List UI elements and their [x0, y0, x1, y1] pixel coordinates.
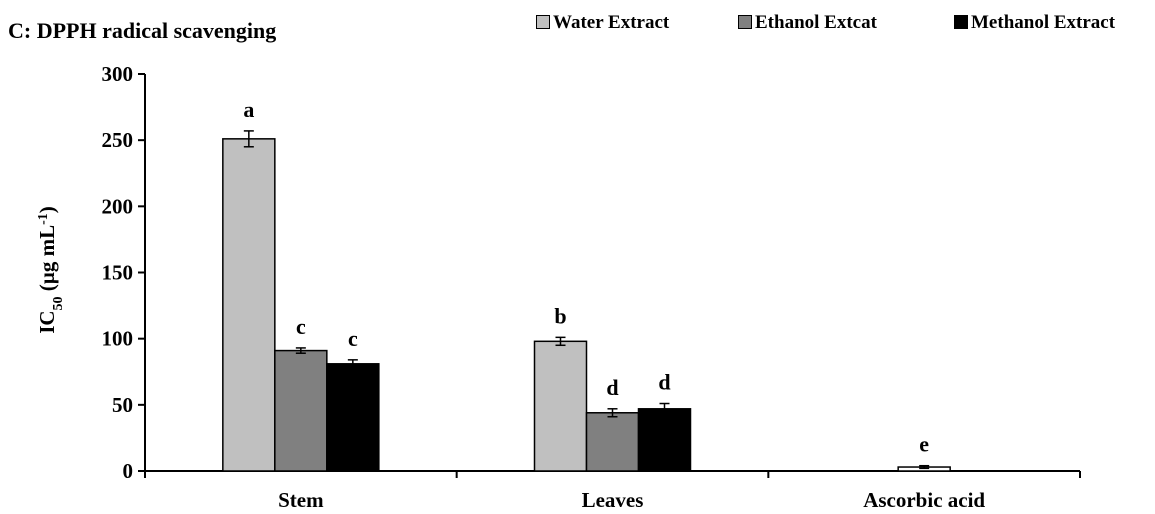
y-tick-label: 150: [102, 261, 134, 285]
legend-label-water: Water Extract: [553, 12, 670, 33]
legend-item-ethanol: Ethanol Extcat: [738, 12, 877, 34]
legend-item-water: Water Extract: [536, 12, 669, 34]
y-tick-label: 50: [112, 393, 133, 417]
bar: [585, 412, 640, 472]
significance-letter: d: [658, 370, 670, 395]
bar: [274, 349, 328, 472]
bar: [533, 340, 588, 472]
legend-item-methanol: Methanol Extract: [954, 12, 1115, 34]
significance-letter: e: [919, 432, 929, 457]
x-tick-label: Leaves: [582, 488, 644, 512]
legend-swatch-water: [536, 14, 550, 29]
significance-letter: c: [296, 314, 306, 339]
legend-label-methanol: Methanol Extract: [971, 12, 1116, 33]
significance-letter: c: [348, 326, 358, 351]
bar: [326, 363, 380, 472]
y-tick-label: 300: [102, 62, 134, 86]
y-tick-label: 100: [102, 327, 134, 351]
significance-letter: d: [606, 375, 618, 400]
legend-swatch-methanol: [954, 14, 968, 29]
legend-swatch-ethanol: [738, 14, 752, 29]
y-axis-label: IC50 (µg mL-1): [35, 206, 66, 334]
significance-letter: b: [554, 303, 566, 328]
significance-letter: a: [243, 97, 254, 122]
bar: [222, 138, 276, 472]
legend-label-ethanol: Ethanol Extcat: [755, 12, 877, 33]
y-tick-label: 250: [102, 128, 134, 152]
chart-title: C: DPPH radical scavenging: [8, 18, 277, 43]
y-tick-label: 200: [102, 194, 134, 218]
x-tick-label: Stem: [278, 488, 324, 512]
x-tick-label: Ascorbic acid: [863, 488, 985, 512]
y-tick-label: 0: [123, 459, 134, 483]
bar: [637, 408, 692, 472]
